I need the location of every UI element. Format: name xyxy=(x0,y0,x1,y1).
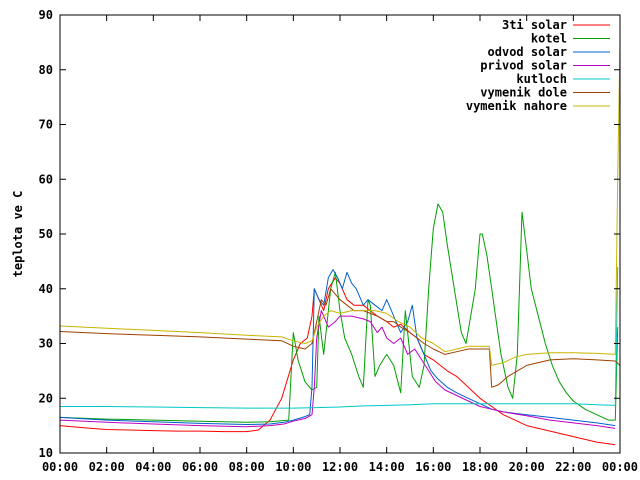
y-tick-label: 30 xyxy=(39,337,53,351)
x-tick-label: 06:00 xyxy=(182,460,218,474)
y-axis: 10 20 30 40 50 60 70 80 90 xyxy=(39,8,620,460)
legend-label: kotel xyxy=(531,32,567,46)
x-tick-label: 18:00 xyxy=(462,460,498,474)
legend-label: privod solar xyxy=(480,59,567,73)
plot-lines xyxy=(59,42,621,446)
x-tick-label: 04:00 xyxy=(135,460,171,474)
x-tick-label: 12:00 xyxy=(322,460,358,474)
y-tick-label: 10 xyxy=(39,446,53,460)
y-tick-label: 50 xyxy=(39,227,53,241)
x-tick-label: 20:00 xyxy=(509,460,545,474)
x-tick-label: 22:00 xyxy=(555,460,591,474)
x-axis: 00:00 02:00 04:00 06:00 08:00 10:00 12:00 14:00… xyxy=(42,15,638,474)
legend-label: 3ti solar xyxy=(502,18,567,32)
series-line-kotel xyxy=(59,203,619,423)
series-line-kutloch xyxy=(60,266,619,409)
legend-label: kutloch xyxy=(516,72,567,86)
legend-label: vymenik dole xyxy=(480,86,567,100)
y-tick-label: 20 xyxy=(39,391,53,405)
series-line-vymenik-nahore xyxy=(59,42,621,366)
x-tick-label: 00:00 xyxy=(602,460,638,474)
x-tick-label: 08:00 xyxy=(229,460,265,474)
series-line-privod-solar xyxy=(59,310,616,429)
x-tick-label: 00:00 xyxy=(42,460,78,474)
series-line-vymenik-dole xyxy=(59,288,621,388)
y-tick-label: 90 xyxy=(39,8,53,22)
y-tick-label: 40 xyxy=(39,282,53,296)
x-tick-label: 10:00 xyxy=(275,460,311,474)
series-line-odvod-solar xyxy=(59,269,616,427)
x-tick-label: 02:00 xyxy=(89,460,125,474)
legend-label: odvod solar xyxy=(488,45,567,59)
x-tick-label: 14:00 xyxy=(369,460,405,474)
series-line-3ti-solar xyxy=(59,277,616,446)
x-tick-label: 16:00 xyxy=(415,460,451,474)
y-tick-label: 60 xyxy=(39,172,53,186)
y-tick-label: 70 xyxy=(39,118,53,132)
legend-label: vymenik nahore xyxy=(466,99,567,113)
y-axis-label: teplota ve C xyxy=(11,191,25,278)
y-tick-label: 80 xyxy=(39,63,53,77)
